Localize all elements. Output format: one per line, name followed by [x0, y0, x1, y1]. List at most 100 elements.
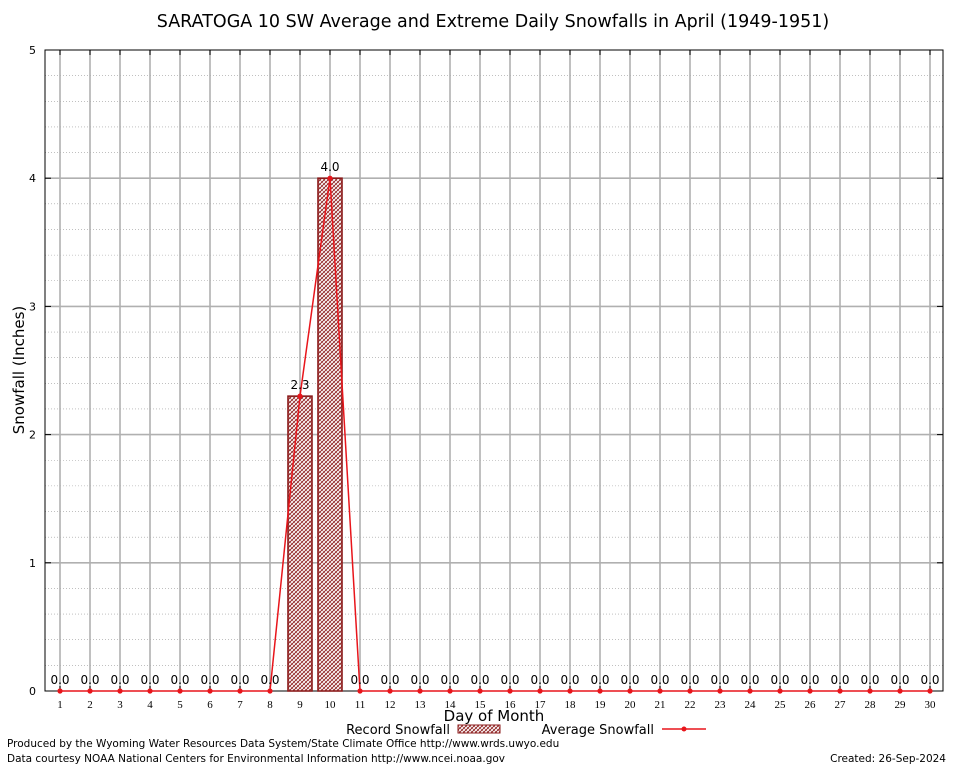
record-bar: [287, 395, 313, 692]
x-tick-label: 7: [237, 699, 243, 711]
x-tick-label: 26: [805, 699, 817, 711]
average-point: [57, 688, 63, 694]
bar-value-label: 0.0: [770, 673, 789, 687]
bar-value-labels: 0.0 0.0 0.0 0.0 0.0 0.0 0.0 0.0 2.3 4.0 0.0 0.0 0.0 0…: [50, 160, 939, 687]
average-point: [447, 688, 453, 694]
average-line-path: [60, 178, 930, 692]
y-tick-label: 2: [29, 429, 36, 442]
average-point: [237, 688, 243, 694]
x-tick-label: 8: [267, 699, 273, 711]
y-tick-label: 0: [29, 685, 36, 698]
bar-value-label: 0.0: [80, 673, 99, 687]
legend-record-swatch: [457, 724, 501, 734]
bar-value-label: 0.0: [260, 673, 279, 687]
x-tick-label: 17: [535, 699, 547, 711]
legend-average-label: Average Snowfall: [542, 723, 654, 738]
average-point: [897, 688, 903, 694]
major-gridlines: [45, 50, 943, 691]
x-tick-label: 22: [685, 699, 696, 711]
legend: Record Snowfall Average Snowfall: [346, 723, 706, 738]
bar-value-label: 0.0: [560, 673, 579, 687]
bar-value-label: 0.0: [440, 673, 459, 687]
average-point: [747, 688, 753, 694]
bar-value-label: 0.0: [680, 673, 699, 687]
average-point: [627, 688, 633, 694]
bar-value-label: 0.0: [350, 673, 369, 687]
x-tick-label: 23: [715, 699, 727, 711]
x-tick-label: 10: [325, 699, 337, 711]
legend-record-label: Record Snowfall: [346, 723, 450, 738]
x-tick-label: 2: [87, 699, 93, 711]
y-tick-label: 1: [29, 557, 36, 570]
average-line: [57, 175, 933, 694]
bar-value-label: 0.0: [890, 673, 909, 687]
x-tick-label: 19: [595, 699, 607, 711]
x-axis-label: Day of Month: [444, 707, 545, 725]
bar-value-label: 0.0: [920, 673, 939, 687]
bar-value-label: 0.0: [590, 673, 609, 687]
bar-value-label: 0.0: [200, 673, 219, 687]
x-tick-label: 6: [207, 699, 213, 711]
average-point: [417, 688, 423, 694]
bar-value-label: 0.0: [230, 673, 249, 687]
average-point: [717, 688, 723, 694]
average-point: [837, 688, 843, 694]
legend-average-marker: [681, 726, 687, 732]
x-tick-label: 14: [445, 699, 457, 711]
average-point: [507, 688, 513, 694]
average-point: [867, 688, 873, 694]
y-tick-label: 3: [29, 300, 36, 313]
y-axis: 0 1 2 3 4 5: [29, 44, 943, 698]
chart-title: SARATOGA 10 SW Average and Extreme Daily…: [157, 12, 829, 32]
bar-value-label: 0.0: [410, 673, 429, 687]
bar-value-label: 0.0: [530, 673, 549, 687]
x-tick-label: 13: [415, 699, 427, 711]
average-point: [477, 688, 483, 694]
x-tick-label: 29: [895, 699, 907, 711]
average-point: [267, 688, 273, 694]
average-point: [807, 688, 813, 694]
x-tick-label: 24: [745, 699, 757, 711]
average-point: [327, 175, 333, 181]
y-tick-label: 4: [29, 172, 36, 185]
bar-value-label: 0.0: [620, 673, 639, 687]
average-point: [387, 688, 393, 694]
y-axis-label: Snowfall (Inches): [10, 306, 28, 434]
x-tick-label: 9: [297, 699, 303, 711]
x-tick-label: 5: [177, 699, 183, 711]
average-point: [297, 393, 303, 399]
bar-value-label: 0.0: [140, 673, 159, 687]
y-tick-label: 5: [29, 44, 36, 57]
bar-value-label: 0.0: [50, 673, 69, 687]
average-point: [147, 688, 153, 694]
x-tick-label: 25: [775, 699, 787, 711]
average-point: [567, 688, 573, 694]
footer-created: Created: 26-Sep-2024: [830, 753, 946, 765]
average-point: [357, 688, 363, 694]
footer-produced-by: Produced by the Wyoming Water Resources …: [7, 738, 560, 750]
average-point: [117, 688, 123, 694]
bar-value-label: 0.0: [110, 673, 129, 687]
bar-value-label: 0.0: [500, 673, 519, 687]
x-tick-label: 20: [625, 699, 637, 711]
record-bar: [317, 177, 343, 692]
average-point: [927, 688, 933, 694]
x-tick-label: 1: [57, 699, 63, 711]
x-tick-label: 15: [475, 699, 487, 711]
bar-value-label: 0.0: [860, 673, 879, 687]
average-point: [777, 688, 783, 694]
average-point: [87, 688, 93, 694]
x-tick-label: 3: [117, 699, 123, 711]
x-tick-label: 30: [925, 699, 937, 711]
average-point: [537, 688, 543, 694]
average-point: [657, 688, 663, 694]
average-point: [177, 688, 183, 694]
average-point: [687, 688, 693, 694]
bar-value-label: 0.0: [470, 673, 489, 687]
bar-value-label: 4.0: [320, 160, 339, 174]
bar-value-label: 0.0: [740, 673, 759, 687]
bar-value-label: 0.0: [380, 673, 399, 687]
bar-value-label: 2.3: [290, 378, 309, 392]
x-tick-label: 16: [505, 699, 517, 711]
bar-value-label: 0.0: [650, 673, 669, 687]
